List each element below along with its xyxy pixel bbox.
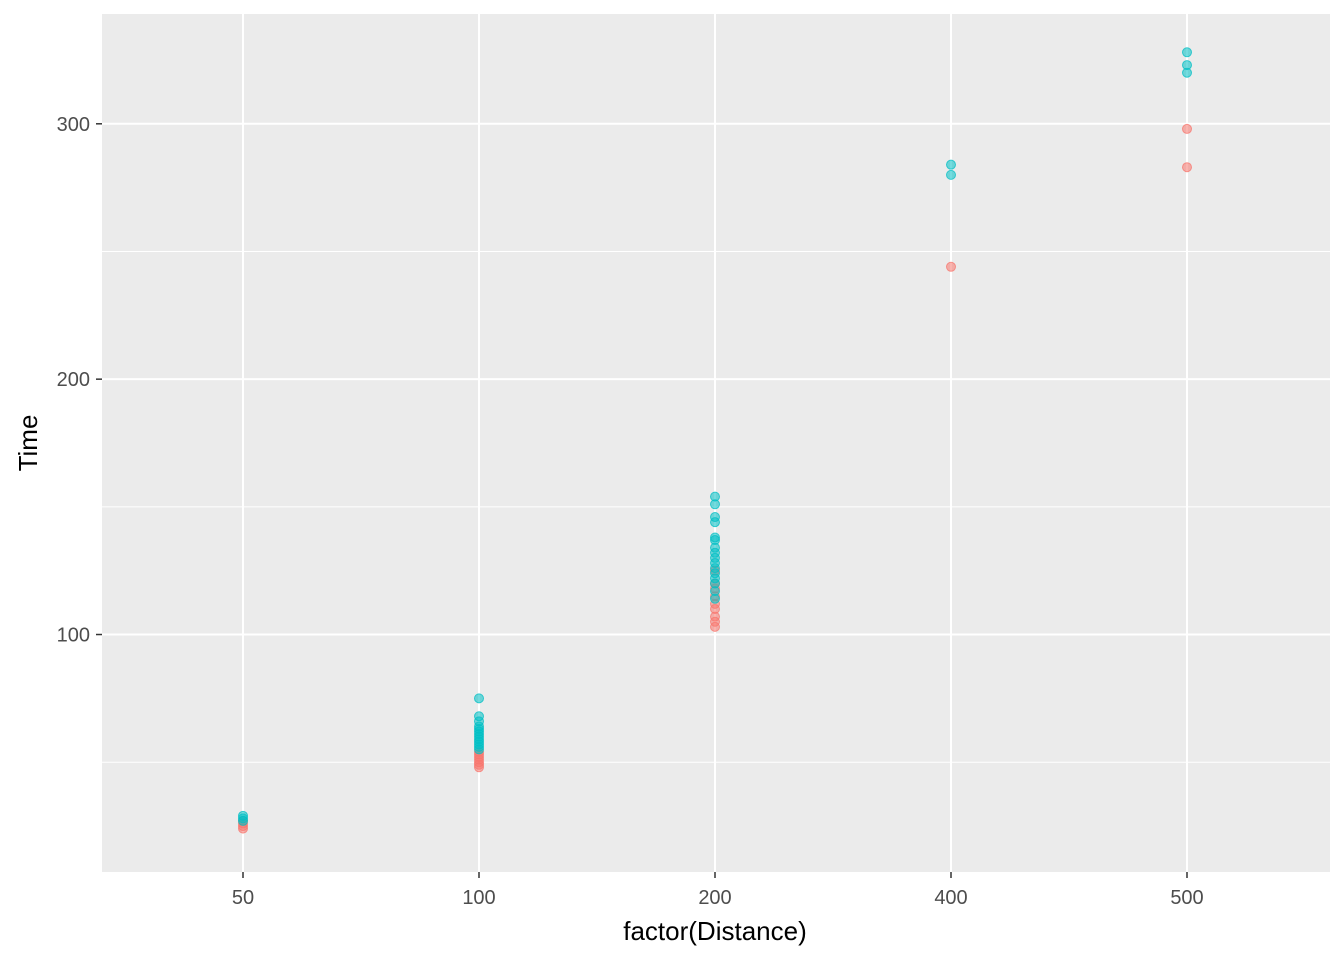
data-point <box>1182 60 1192 71</box>
data-point <box>710 532 720 543</box>
y-tick-label: 300 <box>57 114 90 136</box>
data-points <box>238 47 1192 834</box>
data-point <box>1182 162 1192 173</box>
x-axis-ticks: 50 100 200 400 500 <box>232 872 1204 909</box>
x-tick-label: 200 <box>698 887 731 909</box>
x-tick-label: 400 <box>934 887 967 909</box>
data-point <box>238 810 248 821</box>
data-point <box>710 491 720 502</box>
data-point <box>474 693 484 704</box>
data-point <box>1182 47 1192 58</box>
data-point <box>946 261 956 272</box>
y-tick-label: 100 <box>57 625 90 647</box>
x-tick-label: 100 <box>462 887 495 909</box>
x-axis-title: factor(Distance) <box>623 916 807 946</box>
data-point <box>946 159 956 170</box>
data-point <box>1182 123 1192 134</box>
data-point <box>946 169 956 180</box>
data-point <box>710 512 720 523</box>
y-axis-ticks: 100 200 300 <box>57 114 102 647</box>
x-tick-label: 50 <box>232 887 254 909</box>
x-tick-label: 500 <box>1170 887 1203 909</box>
data-point <box>474 711 484 722</box>
y-tick-label: 200 <box>57 369 90 391</box>
y-axis-title: Time <box>13 415 43 472</box>
grid-major <box>102 14 1330 872</box>
